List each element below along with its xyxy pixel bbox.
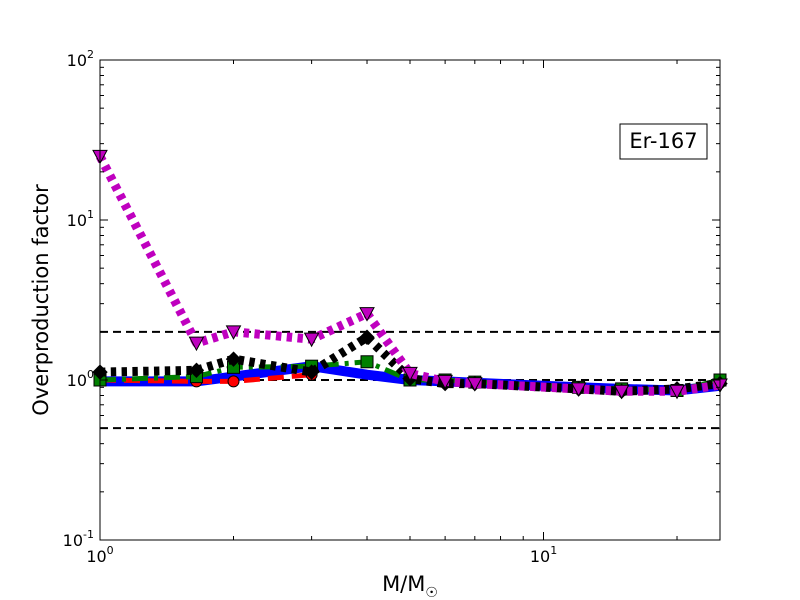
tick-label-base: 10 <box>67 51 87 70</box>
tick-label-exponent: 2 <box>87 48 94 61</box>
series-line <box>99 332 721 396</box>
tick-label-exponent: 0 <box>107 544 114 557</box>
series-point <box>613 384 630 400</box>
series-5 <box>92 149 728 400</box>
y-axis-label: Overproduction factor <box>29 184 53 416</box>
x-tick-label: 100 <box>86 544 113 566</box>
annotation-frame <box>619 123 708 160</box>
x-axis-label-subscript: ☉ <box>425 585 438 600</box>
tick-label-exponent: 1 <box>87 208 94 221</box>
series-point <box>402 366 418 382</box>
series-point <box>225 351 242 367</box>
tick-label-base: 10 <box>67 371 87 390</box>
tick-label-exponent: 0 <box>87 368 94 381</box>
series-point <box>225 325 242 340</box>
series-point <box>303 364 320 380</box>
series-point <box>466 377 483 392</box>
series-point <box>303 332 320 348</box>
series-point <box>188 336 205 352</box>
x-axis-label-main: M/M <box>382 572 425 596</box>
y-tick-label: 100 <box>67 368 94 390</box>
tick-label-exponent: 1 <box>550 544 557 557</box>
series-point <box>669 384 685 400</box>
series-point <box>437 374 453 390</box>
series-point <box>227 375 240 388</box>
plot-area <box>100 60 720 540</box>
tick-label-base: 10 <box>86 547 106 566</box>
series-point <box>570 382 587 397</box>
tick-label-base: 10 <box>63 531 83 550</box>
tick-label-base: 10 <box>530 547 550 566</box>
series-point <box>360 355 374 369</box>
series-line <box>99 372 312 384</box>
annotation-label: Er-167 <box>629 129 697 153</box>
series-point <box>359 307 375 322</box>
series-line <box>96 154 721 396</box>
annotation-box: Er-167 <box>619 123 708 160</box>
tick-label-base: 10 <box>67 211 87 230</box>
y-tick-label: 10-1 <box>63 528 94 550</box>
y-tick-label: 101 <box>67 208 94 230</box>
ticks <box>99 59 720 541</box>
series-point <box>188 362 205 378</box>
y-tick-label: 102 <box>67 48 94 70</box>
x-tick-label: 101 <box>530 544 557 566</box>
tick-label-exponent: -1 <box>83 528 94 541</box>
series-point <box>359 329 375 345</box>
x-axis-label: M/M☉ <box>382 572 438 600</box>
